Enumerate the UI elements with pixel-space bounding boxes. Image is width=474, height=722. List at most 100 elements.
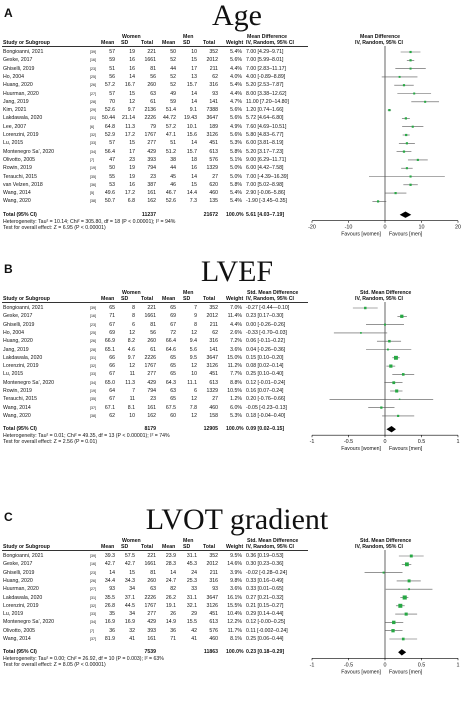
cell-weight: 4.4% xyxy=(230,321,242,328)
cell-n2: 352 xyxy=(209,553,218,559)
study-marker xyxy=(405,133,408,137)
cell-n2: 576 xyxy=(209,156,218,163)
study-row: Lu, 2015 [33] 67 11 277 65 10 451 7.7% 0.25 [0.10… xyxy=(0,370,474,378)
total-n1: 8179 xyxy=(144,426,156,433)
study-marker xyxy=(389,364,393,368)
study-name: Geske, 2017 xyxy=(3,57,33,64)
column-header: SD xyxy=(183,544,191,550)
cell-n2: 158 xyxy=(209,412,218,419)
study-row: Wang, 2014 [5] 49.6 17.2 161 46.7 14.4 460 5.4% 2… xyxy=(0,189,474,197)
cell-m2: 28.3 xyxy=(165,561,176,568)
cell-m2: 14 xyxy=(170,569,176,576)
cell-sd2: 18 xyxy=(191,156,197,163)
study-name: Bongioanni, 2021 xyxy=(3,553,44,559)
cell-sd2: 15.7 xyxy=(186,148,197,155)
study-ref: [23] xyxy=(90,570,96,575)
x-tick-label: 0 xyxy=(384,225,387,231)
cell-m2: 44 xyxy=(170,165,176,172)
column-header: Mean xyxy=(101,544,115,550)
cell-n2: 62 xyxy=(212,73,218,80)
x-tick-label: 20 xyxy=(455,225,461,231)
cell-sd2: 41 xyxy=(191,636,197,642)
cell-sd2: 29 xyxy=(191,611,197,618)
cell-weight: 5.4% xyxy=(230,49,242,55)
cell-n2: 3126 xyxy=(206,132,218,138)
study-ref: [31] xyxy=(90,116,96,121)
cell-m1: 57.2 xyxy=(104,82,115,89)
study-ref: [25] xyxy=(90,74,96,79)
cell-n1: 260 xyxy=(147,338,156,345)
study-row: Lorenzini, 2019 [32] 26.8 44.5 1767 19.1 32.1 3… xyxy=(0,602,474,610)
cell-m2: 65 xyxy=(170,396,176,403)
study-name: Huang, 2020 xyxy=(3,577,33,584)
cell-m1: 71 xyxy=(109,313,115,320)
cell-sd1: 8 xyxy=(132,305,135,311)
cell-n2: 2012 xyxy=(206,57,218,64)
study-marker xyxy=(409,50,412,54)
column-header: SD xyxy=(183,40,191,46)
total-diamond xyxy=(399,211,412,218)
column-header: Mean xyxy=(162,296,176,302)
cell-m1: 56 xyxy=(109,73,115,80)
cell-weight: 5.6% xyxy=(230,107,242,114)
cell-m1: 53 xyxy=(109,181,115,188)
x-tick-label: -0.5 xyxy=(344,439,353,445)
cell-m2: 38 xyxy=(170,156,176,163)
cell-weight: 15.5% xyxy=(227,602,242,609)
study-row: Rowin, 2019 [19] 50 19 794 44 16 1329 5.0% 6.00 [… xyxy=(0,164,474,172)
cell-m2: 64.6 xyxy=(165,346,176,353)
study-ref: [23] xyxy=(90,66,96,71)
cell-sd2: 7.8 xyxy=(189,404,197,411)
panel-age: A Age Women Men Mean Difference Mean Differen… xyxy=(0,0,474,256)
cell-n2: 352 xyxy=(209,305,218,311)
panel-title: Age xyxy=(212,0,262,32)
cell-n2: 3647 xyxy=(206,354,218,361)
cell-n1: 2136 xyxy=(144,107,156,114)
study-row: Lakdawala, 2020 [31] 50.44 21.14 2226 44.72 19… xyxy=(0,114,474,122)
cell-sd2: 19.43 xyxy=(184,115,197,122)
cell-n1: 277 xyxy=(147,371,156,378)
study-row: Montenegro Sa’, 2020 [34] 56.4 17 429 51.2 15.… xyxy=(0,148,474,156)
cell-m1: 49.6 xyxy=(104,190,115,197)
x-tick-label: 10 xyxy=(419,225,425,231)
cell-sd1: 12 xyxy=(129,329,135,336)
study-marker xyxy=(400,314,404,318)
cell-m2: 60 xyxy=(170,412,176,419)
x-tick-label: 0 xyxy=(384,439,387,445)
total-ci-text: 0.23 [0.18–0.29] xyxy=(246,649,285,656)
cell-n2: 211 xyxy=(209,569,218,576)
cell-n1: 61 xyxy=(150,346,156,353)
column-header: Total xyxy=(203,544,216,550)
x-tick-label: -10 xyxy=(345,225,353,231)
cell-weight: 4.7% xyxy=(230,98,242,105)
total-diamond xyxy=(398,649,407,656)
effect-header: Std. Mean Difference xyxy=(247,538,299,544)
cell-weight: 14.6% xyxy=(227,561,242,568)
study-ref: [31] xyxy=(90,355,96,360)
cell-m1: 26.8 xyxy=(104,602,115,609)
cell-m2: 71 xyxy=(170,636,176,642)
column-header: Mean xyxy=(162,40,176,46)
study-marker xyxy=(413,92,416,95)
cell-sd1: 19 xyxy=(129,165,135,172)
study-ref: [31] xyxy=(90,595,96,600)
study-row: Lakdawala, 2020 [31] 35.5 37.1 2226 26.2 31.1 3… xyxy=(0,594,474,602)
plot-method-header: IV, Random, 95% CI xyxy=(355,40,403,46)
cell-m1: 64 xyxy=(109,388,115,394)
cell-n1: 63 xyxy=(150,586,156,593)
cell-n2: 93 xyxy=(212,90,218,97)
cell-m2: 59 xyxy=(170,98,176,105)
cell-sd2: 32.1 xyxy=(186,602,197,609)
study-name: Wang, 2014 xyxy=(3,190,31,197)
cell-m1: 52.6 xyxy=(104,107,115,114)
cell-sd2: 9 xyxy=(194,313,197,320)
column-header: IV, Random, 95% CI xyxy=(246,296,294,302)
favours-right-label: Favours [men] xyxy=(389,446,423,452)
study-row: van Velzen, 2018 [36] 53 16 387 46 15 620 5.8% 7.… xyxy=(0,181,474,189)
ci-text: 1.20 [0.74–1.66] xyxy=(246,107,284,114)
study-marker xyxy=(398,398,401,401)
study-name: Lu, 2015 xyxy=(3,140,24,147)
cell-weight: 5.3% xyxy=(230,140,242,147)
cell-m1: 69 xyxy=(109,329,115,336)
panel-title: LVEF xyxy=(200,255,274,288)
